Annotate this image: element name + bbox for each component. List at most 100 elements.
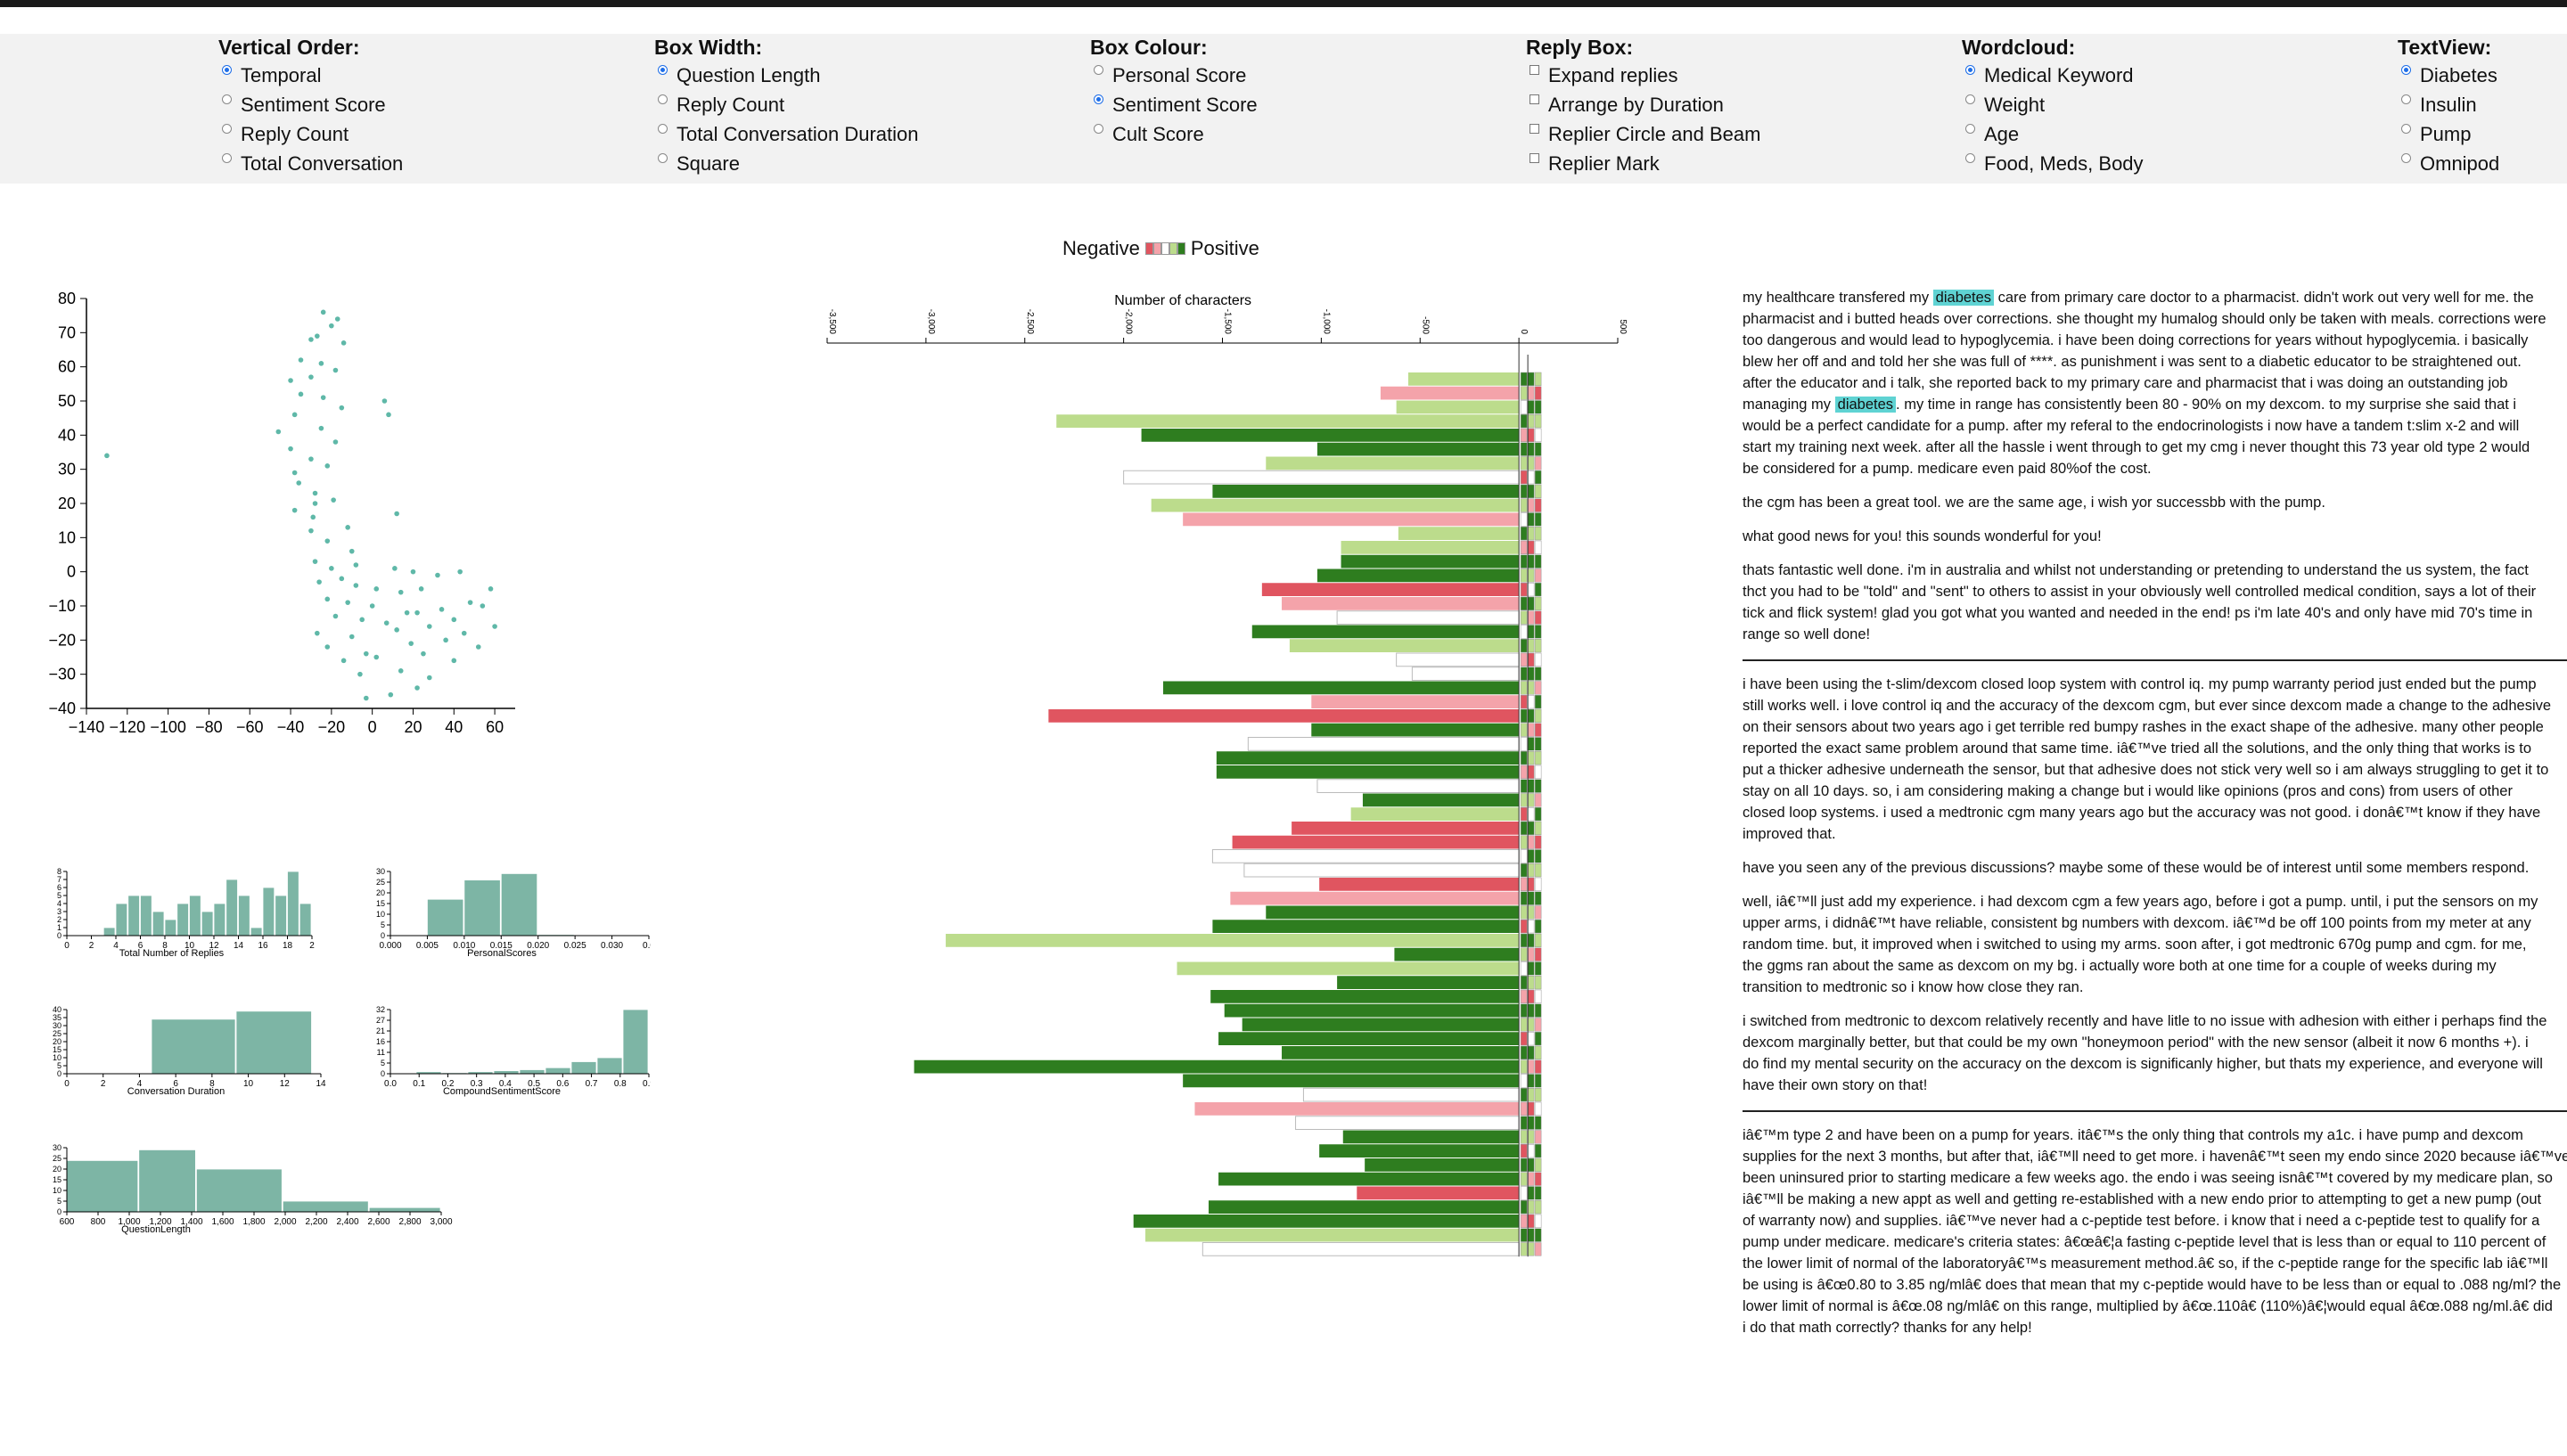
conversation-row[interactable] bbox=[1380, 386, 1542, 400]
reply-box[interactable] bbox=[1520, 1032, 1528, 1046]
histogram-bar[interactable] bbox=[287, 871, 299, 937]
reply-box[interactable] bbox=[1534, 1018, 1542, 1032]
reply-box[interactable] bbox=[1527, 821, 1535, 835]
reply-box[interactable] bbox=[1534, 667, 1542, 681]
scatter-point[interactable] bbox=[383, 620, 390, 626]
reply-box[interactable] bbox=[1534, 596, 1542, 610]
scatter-point[interactable] bbox=[480, 603, 486, 609]
reply-box[interactable] bbox=[1534, 414, 1542, 429]
scatter-point[interactable] bbox=[308, 337, 314, 342]
reply-box[interactable] bbox=[1534, 1045, 1542, 1059]
reply-box[interactable] bbox=[1520, 1186, 1528, 1200]
reply-box[interactable] bbox=[1520, 737, 1528, 751]
question-bar[interactable] bbox=[1266, 456, 1520, 470]
conversation-post[interactable]: iâ€™m type 2 and have been on a pump for… bbox=[1743, 1125, 2567, 1338]
question-bar[interactable] bbox=[1212, 485, 1520, 498]
scatter-point[interactable] bbox=[353, 583, 359, 588]
reply-box[interactable] bbox=[1534, 1116, 1542, 1130]
reply-box[interactable] bbox=[1534, 1059, 1542, 1074]
question-bar[interactable] bbox=[1350, 807, 1520, 821]
reply-box[interactable] bbox=[1534, 1144, 1542, 1158]
radio-button[interactable] bbox=[1965, 94, 1975, 104]
reply-box[interactable] bbox=[1527, 989, 1535, 1003]
conversation-row[interactable] bbox=[1396, 652, 1542, 667]
scatter-point[interactable] bbox=[353, 562, 359, 568]
histogram-bar[interactable] bbox=[201, 911, 214, 937]
conversation-row[interactable] bbox=[1210, 989, 1542, 1003]
question-bar[interactable] bbox=[1341, 554, 1520, 568]
reply-box[interactable] bbox=[1534, 583, 1542, 597]
reply-box[interactable] bbox=[1527, 708, 1535, 723]
reply-box[interactable] bbox=[1534, 1074, 1542, 1088]
reply-box[interactable] bbox=[1520, 695, 1528, 709]
reply-box[interactable] bbox=[1527, 1157, 1535, 1172]
scatter-point[interactable] bbox=[291, 507, 298, 513]
reply-box[interactable] bbox=[1527, 1059, 1535, 1074]
question-bar[interactable] bbox=[1380, 386, 1520, 400]
conversation-row[interactable] bbox=[1145, 1228, 1542, 1242]
reply-box[interactable] bbox=[1534, 1088, 1542, 1102]
reply-box[interactable] bbox=[1527, 695, 1535, 709]
reply-box[interactable] bbox=[1527, 400, 1535, 414]
reply-box[interactable] bbox=[1534, 1003, 1542, 1018]
question-bar[interactable] bbox=[1201, 1242, 1520, 1256]
question-bar[interactable] bbox=[1336, 610, 1520, 625]
reply-box[interactable] bbox=[1520, 527, 1528, 541]
scatter-point[interactable] bbox=[457, 568, 463, 575]
reply-box[interactable] bbox=[1527, 470, 1535, 485]
scatter-point[interactable] bbox=[398, 589, 404, 595]
reply-box[interactable] bbox=[1520, 625, 1528, 639]
reply-box[interactable] bbox=[1527, 863, 1535, 878]
conversation-row[interactable] bbox=[1177, 961, 1542, 976]
scatter-point[interactable] bbox=[349, 634, 355, 640]
reply-box[interactable] bbox=[1527, 1200, 1535, 1215]
reply-box[interactable] bbox=[1527, 905, 1535, 920]
reply-box[interactable] bbox=[1534, 863, 1542, 878]
question-bar[interactable] bbox=[1337, 976, 1520, 989]
reply-box[interactable] bbox=[1527, 1101, 1535, 1116]
scatter-point[interactable] bbox=[332, 439, 339, 445]
reply-box[interactable] bbox=[1527, 1045, 1535, 1059]
scatter-point[interactable] bbox=[369, 603, 375, 609]
reply-box[interactable] bbox=[1527, 765, 1535, 779]
reply-box[interactable] bbox=[1520, 947, 1528, 961]
reply-box[interactable] bbox=[1534, 849, 1542, 863]
scatter-point[interactable] bbox=[363, 695, 369, 701]
reply-box[interactable] bbox=[1527, 414, 1535, 429]
histogram-bar[interactable] bbox=[66, 1159, 139, 1213]
conversation-row[interactable] bbox=[1357, 1186, 1542, 1200]
reply-box[interactable] bbox=[1527, 1144, 1535, 1158]
conversation-row[interactable] bbox=[1232, 835, 1542, 849]
scatter-point[interactable] bbox=[312, 490, 318, 496]
scatter-point[interactable] bbox=[427, 624, 432, 629]
reply-box[interactable] bbox=[1527, 1228, 1535, 1242]
question-bar[interactable] bbox=[1316, 779, 1520, 793]
question-bar[interactable] bbox=[1133, 1215, 1520, 1228]
reply-box[interactable] bbox=[1520, 1200, 1528, 1215]
conversation-row[interactable] bbox=[1282, 596, 1542, 610]
reply-box[interactable] bbox=[1527, 610, 1535, 625]
reply-box[interactable] bbox=[1534, 540, 1542, 554]
question-bar[interactable] bbox=[1218, 1172, 1520, 1186]
textview-option[interactable]: Insulin bbox=[2398, 90, 2499, 119]
radio-button[interactable] bbox=[658, 124, 668, 134]
textview-option[interactable]: Omnipod bbox=[2398, 149, 2499, 178]
conversation-row[interactable] bbox=[1341, 540, 1542, 554]
histogram-bar[interactable] bbox=[500, 872, 538, 937]
reply-box[interactable] bbox=[1520, 414, 1528, 429]
histogram-bar[interactable] bbox=[622, 1009, 649, 1075]
reply-box[interactable] bbox=[1520, 1116, 1528, 1130]
reply-box[interactable] bbox=[1527, 484, 1535, 498]
reply-box[interactable] bbox=[1527, 512, 1535, 527]
scatter-point[interactable] bbox=[308, 374, 314, 380]
question-bar[interactable] bbox=[1056, 414, 1520, 428]
reply-box[interactable] bbox=[1527, 540, 1535, 554]
reply-box[interactable] bbox=[1534, 610, 1542, 625]
reply-box[interactable] bbox=[1527, 751, 1535, 765]
reply-box[interactable] bbox=[1527, 849, 1535, 863]
question-bar[interactable] bbox=[1145, 1228, 1520, 1242]
reply-box[interactable] bbox=[1520, 1157, 1528, 1172]
scatter-point[interactable] bbox=[418, 586, 424, 592]
reply-box[interactable] bbox=[1534, 961, 1542, 976]
reply-box[interactable] bbox=[1520, 1144, 1528, 1158]
